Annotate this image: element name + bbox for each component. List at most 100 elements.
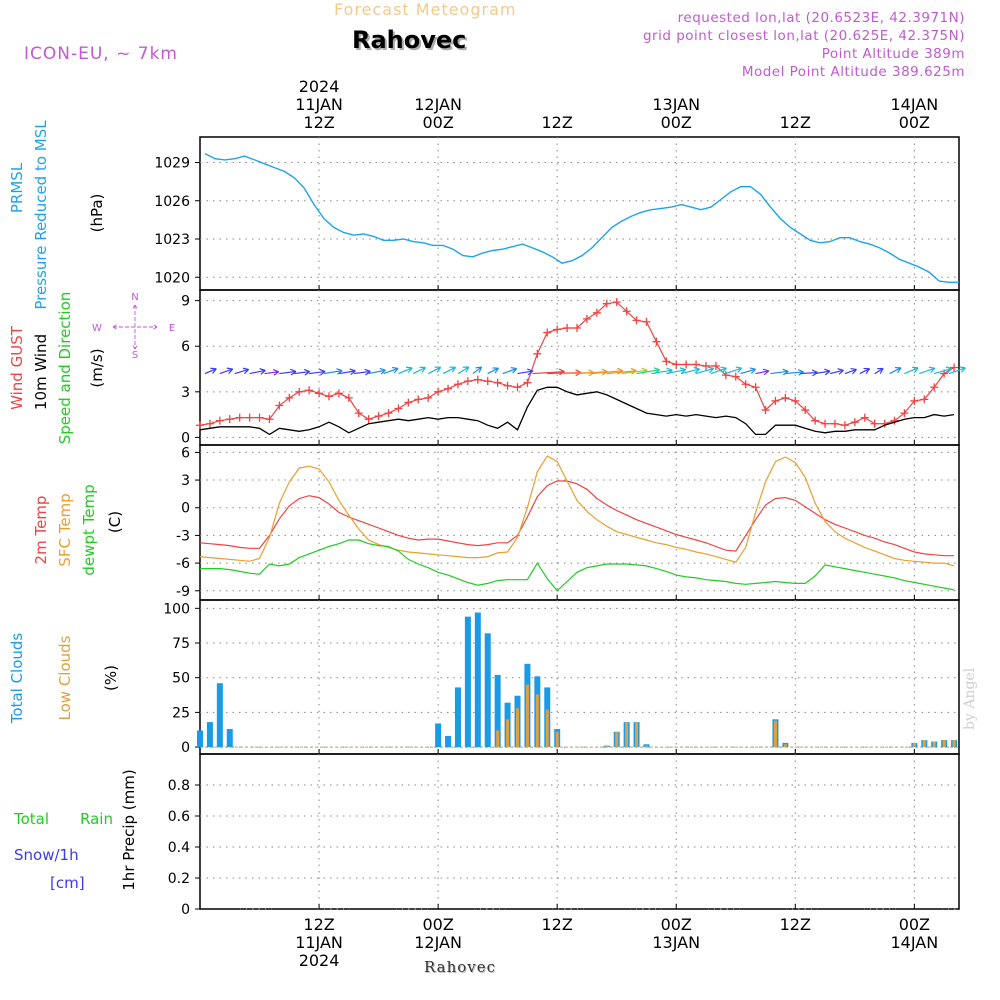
gust-point: [255, 413, 264, 422]
precip-frame: [199, 753, 960, 910]
gust-point: [801, 406, 810, 415]
gust-point: [811, 416, 820, 425]
wind-arrow-head: [210, 367, 217, 374]
gust-point: [870, 419, 879, 428]
wind-arrow-head: [272, 369, 280, 376]
wind-direction-arrow: [844, 368, 857, 375]
precip-ytick-label: 0.8: [168, 778, 190, 794]
wind-direction-arrow: [740, 368, 756, 375]
wind-direction-arrow: [338, 370, 356, 375]
total-clouds-label: Total Clouds: [8, 633, 26, 725]
wind-arrow-head: [735, 366, 743, 373]
gust-point: [533, 349, 542, 358]
low-cloud-bar: [932, 741, 936, 748]
temp-unit: (C): [106, 511, 124, 533]
gust-point: [662, 357, 671, 366]
gust-point: [622, 307, 631, 316]
gust-point: [702, 361, 710, 370]
gust-point: [235, 413, 244, 422]
station-name: Rahovec: [352, 26, 467, 54]
wind-arrow-head: [693, 366, 700, 374]
gust-point: [553, 325, 562, 334]
wind-direction-arrow: [502, 368, 517, 375]
total-cloud-bar: [494, 674, 501, 748]
wind-arrow-head: [303, 368, 311, 376]
gust-point: [781, 393, 790, 402]
compass-e: E: [169, 323, 175, 334]
top-time-label: 12Z: [542, 113, 573, 132]
wind-ytick-label: 6: [181, 339, 190, 355]
clouds-ytick-label: 50: [172, 671, 190, 687]
wind-direction-arrow: [591, 370, 623, 375]
low-cloud-bar: [625, 722, 629, 748]
wind-ytick-label: 0: [181, 430, 190, 446]
wind-direction-arrow: [442, 366, 456, 375]
top-time-label: 00Z: [661, 113, 692, 132]
wind-direction-arrow: [725, 367, 742, 375]
gust-point: [483, 377, 492, 386]
top-time-label: 00Z: [899, 113, 930, 132]
pressure-ytick-label: 1026: [154, 194, 190, 210]
pressure-label-msl: Pressure Reduced to MSL: [32, 120, 50, 310]
wind-direction-arrow: [785, 371, 804, 375]
gust-point: [771, 396, 780, 405]
gust-point: [602, 299, 611, 308]
total-cloud-bar: [206, 722, 213, 748]
grid-point-coordinates: grid point closest lon,lat (20.625E, 42.…: [642, 28, 965, 44]
wind-direction-arrow: [309, 370, 326, 375]
gust-point: [632, 316, 641, 325]
bottom-time-label: 12Z: [780, 915, 811, 934]
gust-point: [682, 360, 691, 369]
wind-direction-arrow: [800, 371, 818, 375]
total-label: Total: [13, 810, 49, 828]
gust-point: [503, 381, 512, 390]
wind-arrow-head: [319, 368, 326, 376]
wind-direction-arrow: [294, 371, 310, 375]
low-cloud-bar: [535, 694, 539, 748]
gust-point: [275, 401, 284, 410]
temp-dewpt-line: [200, 539, 955, 592]
gust-point: [493, 378, 502, 387]
wind-arrow-head: [492, 367, 500, 374]
wind-direction-arrow: [948, 367, 966, 375]
wind-direction-arrow: [264, 371, 279, 375]
model-label: ICON-EU, ~ 7km: [24, 44, 178, 64]
gust-point: [225, 415, 234, 424]
temperature-ytick-label: -3: [176, 528, 190, 544]
gust-point: [324, 392, 333, 401]
low-clouds-label: Low Clouds: [56, 635, 74, 720]
clouds-ytick-label: 25: [172, 705, 190, 721]
gust-point: [910, 396, 919, 405]
gust-point: [205, 419, 214, 428]
compass-w: W: [92, 323, 102, 334]
wind-speed-line: [199, 386, 955, 436]
wind-direction-arrow: [651, 369, 673, 375]
temperature-ytick-label: 6: [181, 445, 190, 461]
wind-direction-arrow: [889, 367, 902, 375]
temp-sfc-line: [199, 455, 955, 567]
wind-unit: (m/s): [88, 348, 106, 387]
low-cloud-bar: [555, 731, 559, 748]
top-time-label: 11JAN: [295, 95, 343, 114]
gust-point: [731, 372, 740, 381]
wind-direction-arrow: [919, 367, 935, 375]
low-cloud-bar: [515, 708, 519, 748]
wind-direction-arrow: [695, 367, 714, 375]
gust-point: [741, 380, 750, 389]
bottom-time-label: 00Z: [422, 915, 453, 934]
temperature-ytick-label: 0: [181, 501, 190, 517]
gust-point: [592, 308, 601, 317]
gust-point: [364, 415, 373, 424]
gust-point: [791, 396, 800, 405]
low-cloud-bar: [912, 742, 916, 748]
total-cloud-bar: [464, 616, 471, 748]
gust-point: [751, 383, 760, 392]
wind-arrow-head: [945, 366, 953, 374]
wind-gust-label: Wind GUST: [8, 325, 26, 410]
precip-ytick-label: 0.4: [168, 840, 190, 856]
wind-arrow-head: [462, 366, 470, 373]
wind-direction-arrow: [859, 368, 870, 375]
low-cloud-bar: [635, 722, 639, 748]
credit-watermark: by Angel: [962, 667, 978, 730]
